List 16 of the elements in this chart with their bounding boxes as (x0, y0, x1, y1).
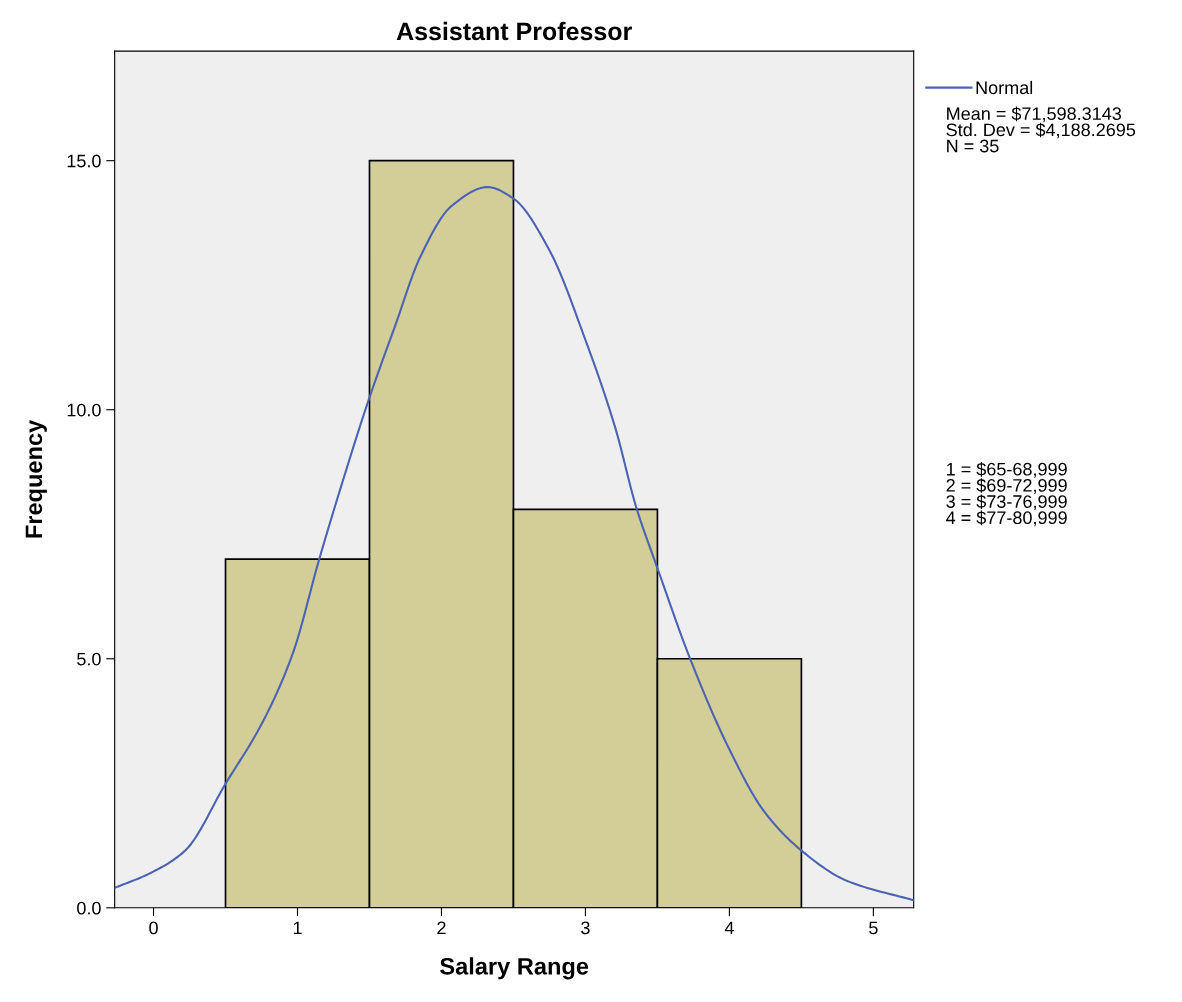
legend-label: Normal (976, 80, 1033, 95)
y-tick-label: 0.0 (77, 901, 101, 915)
y-tick-label: 10.0 (67, 403, 101, 417)
text: Mean = $71,598.3143 Std. Dev = $4,188.2695 N = 35 (946, 106, 1136, 153)
x-tick-label: 5 (869, 921, 878, 935)
y-axis-title: Frequency (25, 419, 47, 538)
chart-title: Assistant Professor (396, 21, 632, 41)
text: 1 = $65-68,999 2 = $69-72,999 3 = $73-76,999 4 = $77-80,999 (946, 462, 1067, 527)
x-tick-label: 3 (581, 921, 590, 935)
x-tick-label: 1 (293, 921, 302, 935)
x-axis-title: Salary Range (440, 957, 589, 980)
y-tick-label: 15.0 (67, 154, 101, 168)
x-tick-label: 4 (724, 921, 734, 935)
x-tick-label: 0 (149, 921, 158, 935)
x-tick-label: 2 (437, 921, 446, 935)
y-tick-label: 5.0 (77, 652, 101, 666)
